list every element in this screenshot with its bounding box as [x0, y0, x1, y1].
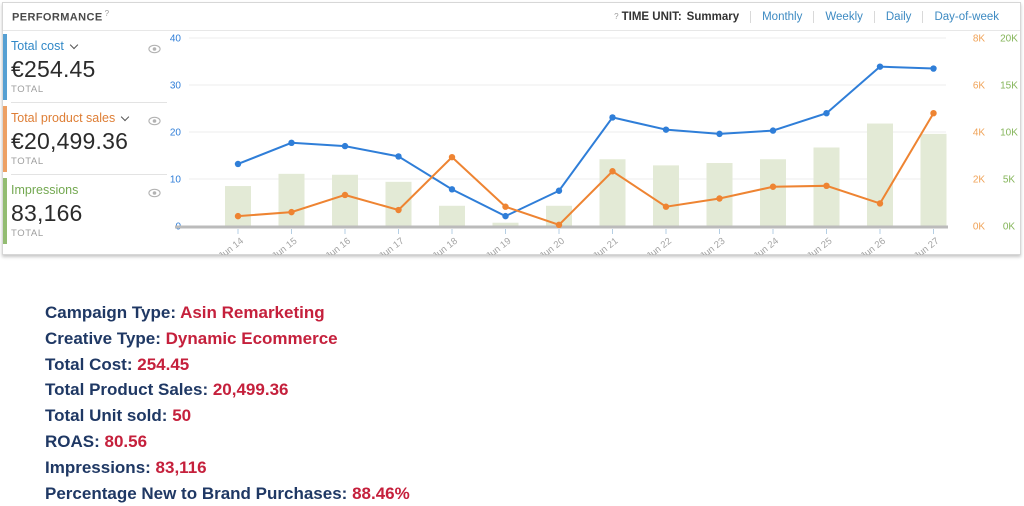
- metric-card-total-product-sales[interactable]: Total product sales €20,499.36 TOTAL: [3, 103, 171, 175]
- svg-text:Jun 21: Jun 21: [591, 236, 620, 255]
- stat-line-total-cost: Total Cost: 254.45: [45, 354, 190, 374]
- metric-value: €254.45: [11, 56, 96, 82]
- svg-text:Jun 25: Jun 25: [805, 236, 834, 255]
- time-unit-option-weekly[interactable]: Weekly: [813, 10, 874, 23]
- chevron-down-icon[interactable]: [120, 112, 130, 121]
- time-unit-label: TIME UNIT:: [621, 10, 682, 23]
- chart-canvas: 00K0K102K5K204K10K306K15K408K20KJun 14Ju…: [170, 34, 1018, 256]
- svg-text:2K: 2K: [973, 175, 986, 186]
- eye-icon[interactable]: [148, 113, 161, 131]
- svg-text:Jun 18: Jun 18: [431, 236, 460, 255]
- svg-text:Jun 27: Jun 27: [912, 236, 941, 255]
- chevron-down-icon[interactable]: [69, 40, 79, 49]
- svg-text:0K: 0K: [973, 222, 986, 233]
- metric-caption: TOTAL: [11, 228, 44, 239]
- metric-value: 83,166: [11, 200, 83, 226]
- svg-text:15K: 15K: [1000, 81, 1018, 92]
- stat-line-impressions: Impressions: 83,116: [45, 457, 207, 477]
- time-unit-help-icon[interactable]: ?: [614, 12, 619, 21]
- time-unit-switcher: ? TIME UNIT: Summary Monthly Weekly Dail…: [612, 10, 1010, 23]
- divider: [11, 174, 167, 175]
- svg-text:30: 30: [170, 81, 182, 92]
- svg-text:Jun 15: Jun 15: [270, 236, 299, 255]
- svg-text:Jun 24: Jun 24: [752, 236, 781, 255]
- svg-text:Jun 16: Jun 16: [324, 236, 353, 255]
- svg-text:8K: 8K: [973, 34, 986, 45]
- campaign-stats: Campaign Type: Asin Remarketing Creative…: [45, 300, 410, 506]
- time-unit-option-day-of-week[interactable]: Day-of-week: [922, 10, 1010, 23]
- eye-icon[interactable]: [148, 41, 161, 59]
- svg-text:10K: 10K: [1000, 128, 1018, 139]
- svg-text:4K: 4K: [973, 128, 986, 139]
- metric-label[interactable]: Total cost: [11, 39, 64, 53]
- svg-text:Jun 14: Jun 14: [217, 236, 246, 255]
- performance-chart: 00K0K102K5K204K10K306K15K408K20KJun 14Ju…: [169, 32, 1022, 256]
- svg-text:40: 40: [170, 34, 182, 45]
- svg-text:5K: 5K: [1003, 175, 1016, 186]
- help-icon[interactable]: ?: [104, 9, 110, 19]
- svg-text:0K: 0K: [1003, 222, 1016, 233]
- divider: [11, 102, 167, 103]
- stat-line-campaign-type: Campaign Type: Asin Remarketing: [45, 303, 325, 322]
- eye-icon[interactable]: [148, 185, 161, 203]
- svg-text:Jun 17: Jun 17: [377, 236, 406, 255]
- metric-label[interactable]: Impressions: [11, 183, 79, 197]
- metric-value: €20,499.36: [11, 128, 129, 154]
- stat-line-creative-type: Creative Type: Dynamic Ecommerce: [45, 328, 338, 348]
- stat-line-total-product-sales: Total Product Sales: 20,499.36: [45, 380, 289, 400]
- svg-text:Jun 20: Jun 20: [538, 236, 567, 255]
- time-unit-option-summary[interactable]: Summary: [686, 10, 740, 23]
- stat-line-new-to-brand: Percentage New to Brand Purchases: 88.46…: [45, 483, 410, 503]
- stat-line-total-unit-sold: Total Unit sold: 50: [45, 406, 192, 426]
- svg-text:Jun 19: Jun 19: [484, 236, 513, 255]
- svg-text:20: 20: [170, 128, 182, 139]
- metrics-sidebar: Total cost €254.45 TOTAL Total product s…: [3, 31, 171, 247]
- metric-label[interactable]: Total product sales: [11, 111, 116, 125]
- svg-text:Jun 26: Jun 26: [859, 236, 888, 255]
- panel-body: Total cost €254.45 TOTAL Total product s…: [3, 31, 1020, 255]
- svg-text:Jun 23: Jun 23: [698, 236, 727, 255]
- time-unit-option-daily[interactable]: Daily: [873, 10, 923, 23]
- svg-text:20K: 20K: [1000, 34, 1018, 45]
- metric-card-total-cost[interactable]: Total cost €254.45 TOTAL: [3, 31, 171, 103]
- svg-text:Jun 22: Jun 22: [645, 236, 674, 255]
- svg-text:10: 10: [170, 175, 182, 186]
- panel-header: PERFORMANCE? ? TIME UNIT: Summary Monthl…: [3, 3, 1020, 31]
- time-unit-option-monthly[interactable]: Monthly: [750, 10, 813, 23]
- metric-accent-bar: [3, 34, 7, 100]
- svg-text:6K: 6K: [973, 81, 986, 92]
- metric-caption: TOTAL: [11, 156, 44, 167]
- stat-line-roas: ROAS: 80.56: [45, 431, 148, 451]
- metric-accent-bar: [3, 106, 7, 172]
- metric-card-impressions[interactable]: Impressions 83,166 TOTAL: [3, 175, 171, 247]
- panel-title: PERFORMANCE?: [12, 9, 109, 24]
- panel-title-text: PERFORMANCE: [12, 11, 103, 24]
- metric-caption: TOTAL: [11, 84, 44, 95]
- performance-panel: PERFORMANCE? ? TIME UNIT: Summary Monthl…: [2, 2, 1021, 255]
- metric-accent-bar: [3, 178, 7, 244]
